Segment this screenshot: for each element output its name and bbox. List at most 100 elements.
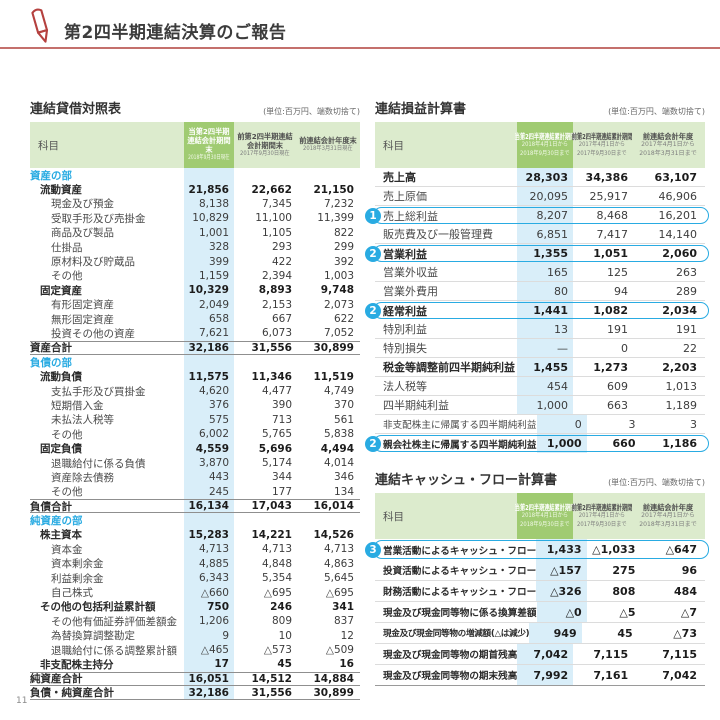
table-row: 投資その他の資産 7,621 6,073 7,052 [30,326,360,341]
row-value: 10 [278,629,292,642]
table-row: 支払手形及び買掛金 4,620 4,477 4,749 [30,383,360,399]
column-title: 前第2四半期連結会計期間末 [237,131,293,150]
row-value: 191 [676,322,697,336]
row-label: 資産合計 [30,342,72,355]
row-label: 有形固定資産 [51,299,114,312]
row-label: 受取手形及び売掛金 [51,212,146,225]
cash-flow-header: 科目 当第2四半期連結累計期間 2018年4月1日から 2018年9月30日まで… [375,493,705,539]
row-value: △573 [263,644,292,657]
table-row: 販売費及び一般管理費 6,851 7,417 14,140 [375,225,705,244]
table-row: 負債・純資産合計 32,186 31,556 30,899 [30,686,360,701]
row-label: その他の包括利益累計額 [40,601,156,614]
row-value: 1,159 [184,268,234,284]
income-statement-header: 科目 当第2四半期連結累計期間 2018年4月1日から 2018年9月30日まで… [375,122,705,168]
row-value: 289 [676,284,697,298]
row-label: 売上総利益 [383,209,438,223]
row-value: 622 [333,313,354,326]
row-value: 484 [674,584,697,598]
table-row: 営業外収益 165 125 263 [375,263,705,282]
row-label: 純資産の部 [30,515,83,528]
row-label: 現金及び現金同等物の期末残高 [383,671,518,682]
callout-number-badge: 2 [365,302,381,319]
column-title: 当第2四半期連結累計期間 [514,503,576,513]
row-label: 非支配株主持分 [40,658,114,671]
row-value: 663 [607,398,628,412]
row-label: 特別利益 [383,323,427,336]
row-value: 12 [340,629,354,642]
row-value: 7,992 [517,665,574,685]
column-title: 当第2四半期連結会計期間末 [187,127,231,155]
row-value: 344 [271,471,292,484]
column-date: 2017年9月30日現在 [240,149,290,157]
row-value: 328 [184,239,234,255]
row-value: 16,051 [184,672,234,686]
row-value: 1,051 [593,247,628,260]
row-value: 31,556 [251,686,292,699]
table-row: 現金及び現金同等物の増減額(△は減少) 949 45 △73 [375,623,705,644]
row-label: 現金及び預金 [51,198,114,211]
row-value: 2,153 [261,298,292,311]
table-row: 資産除去債務 443 344 346 [30,470,360,485]
table-row: 流動負債 11,575 11,346 11,519 [30,369,360,384]
row-label: 資産除去債務 [51,471,114,484]
column-date: 2017年9月30日まで [577,149,627,157]
row-value: 10,829 [184,211,234,226]
column-date: 2018年9月30日まで [520,520,570,528]
row-value [234,168,296,182]
column-prior-period: 前第2四半期連結会計期間末 2017年9月30日現在 [234,122,296,168]
row-value: 7,621 [184,326,234,341]
row-label: 退職給付に係る調整累計額 [51,644,177,657]
row-label: その他 [51,486,83,499]
row-label: 売上高 [383,171,416,184]
table-row: 3 営業活動によるキャッシュ・フロー 1,433 △1,033 △647 [365,539,709,560]
row-value: 1,000 [536,434,587,453]
table-row: 有形固定資産 2,049 2,153 2,073 [30,297,360,312]
column-date: 2017年4月1日から [578,141,626,149]
row-label: 営業利益 [383,247,427,261]
row-value: 660 [612,437,636,450]
cash-flow-title: 連結キャッシュ・フロー計算書 [375,473,558,488]
table-row: 仕掛品 328 293 299 [30,239,360,255]
row-value: 21,150 [313,183,354,196]
row-label: 税金等調整前四半期純利益 [383,361,515,374]
table-row: 2 経常利益 1,441 1,082 2,034 [365,301,709,320]
row-value: 0 [621,341,628,355]
row-value: △695 [325,586,354,599]
row-value: 5,174 [261,457,292,469]
row-value: 8,893 [258,284,292,297]
column-prior-year: 前連結会計年度 2017年4月1日から 2018年3月31日まで [631,493,705,539]
cash-flow-unit-note: (単位:百万円、端数切捨て) [608,478,705,487]
balance-sheet-title: 連結貸借対照表 [30,102,122,117]
row-label: 法人税等 [383,380,427,393]
column-prior-period: 前第2四半期連結累計期間 2017年4月1日から 2017年9月30日まで [572,122,633,168]
pencil-icon [26,4,56,48]
row-value: 5,645 [323,572,354,585]
row-value: △647 [665,543,697,556]
row-value: 7,052 [323,327,354,340]
row-value: 8,138 [184,196,234,212]
row-value: 4,885 [184,556,234,571]
row-value: 341 [332,600,354,613]
table-row: 固定資産 10,329 8,893 9,748 [30,283,360,298]
row-value: 125 [607,265,628,279]
row-value: 2,034 [662,304,697,317]
row-value: 4,620 [184,383,234,399]
row-value: 4,863 [323,557,354,570]
row-value: 299 [333,241,354,254]
row-value: 658 [184,311,234,327]
row-value [296,168,360,182]
row-value: 4,559 [184,441,234,456]
row-value: 609 [607,379,628,393]
row-label: 負債合計 [30,500,72,513]
table-row: 特別利益 13 191 191 [375,320,705,339]
row-value: 191 [607,322,628,336]
row-label: 支払手形及び買掛金 [51,385,146,398]
row-value: 1,455 [517,358,573,376]
row-value: 165 [517,263,573,281]
row-value: 1,355 [517,244,573,263]
row-value: 14,884 [313,672,354,685]
column-date: 2017年4月1日から [641,141,695,149]
row-value: 7,161 [593,668,629,682]
row-value: 11,519 [313,370,354,383]
